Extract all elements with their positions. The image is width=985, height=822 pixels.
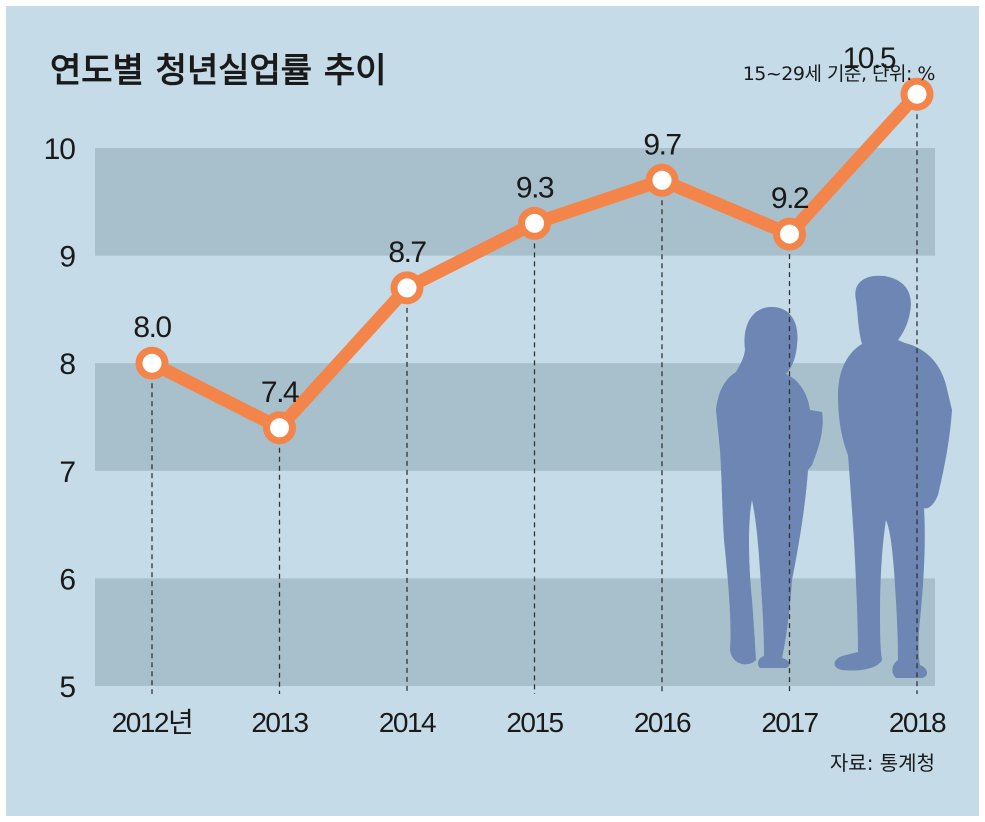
man-silhouette-icon <box>834 275 952 678</box>
x-tick-year: 2018 <box>889 707 946 738</box>
x-tick-year: 2017 <box>761 707 818 738</box>
drop-lines <box>151 114 918 694</box>
x-axis-ticks: 2012년 2013 2014 2015 2016 2017 2018 <box>112 707 948 738</box>
chart-subtitle: 15~29세 기준, 단위: % <box>743 63 935 85</box>
data-label: 8.7 <box>388 236 426 269</box>
x-tick-year: 2016 <box>634 707 691 738</box>
y-tick-label: 6 <box>59 563 75 596</box>
y-tick-label: 5 <box>59 671 75 704</box>
data-label: 9.7 <box>643 128 681 161</box>
woman-silhouette-icon <box>716 306 823 668</box>
data-point <box>263 411 296 445</box>
data-point <box>390 271 424 305</box>
x-tick-year: 2012 <box>112 707 169 738</box>
data-point <box>645 163 679 197</box>
data-points <box>135 77 934 445</box>
data-label: 7.4 <box>261 376 299 409</box>
data-label: 10.5 <box>843 42 896 75</box>
data-label: 9.3 <box>516 171 554 204</box>
y-tick-label: 7 <box>59 456 75 489</box>
x-tick-label: 2013 <box>251 707 308 738</box>
y-axis-ticks: 5 6 7 8 9 10 <box>44 133 77 704</box>
x-tick-year: 2014 <box>379 707 436 738</box>
x-tick-label: 2012년 <box>112 707 193 738</box>
x-tick-label: 2017 <box>761 707 818 738</box>
x-tick-label: 2015 <box>506 707 563 738</box>
data-point <box>900 77 934 111</box>
x-tick-year: 2015 <box>506 707 563 738</box>
y-tick-label: 10 <box>44 133 76 166</box>
y-tick-label: 8 <box>59 348 75 381</box>
x-tick-suffix: 년 <box>168 707 192 738</box>
y-tick-label: 9 <box>59 241 75 274</box>
grid-band <box>95 578 935 686</box>
x-tick-year: 2013 <box>251 707 308 738</box>
data-labels: 8.0 7.4 8.7 9.3 9.7 9.2 10.5 <box>133 42 897 409</box>
chart-source: 자료: 통계청 <box>830 751 935 775</box>
data-label: 9.2 <box>771 182 809 215</box>
x-tick-label: 2018 <box>889 707 946 738</box>
people-silhouettes <box>716 275 952 678</box>
x-tick-label: 2016 <box>634 707 691 738</box>
x-tick-label: 2014 <box>379 707 436 738</box>
data-point <box>773 217 806 251</box>
chart-title: 연도별 청년실업률 추이 <box>50 51 386 91</box>
data-point <box>518 206 551 240</box>
data-label: 8.0 <box>133 311 171 344</box>
data-point <box>135 346 169 380</box>
